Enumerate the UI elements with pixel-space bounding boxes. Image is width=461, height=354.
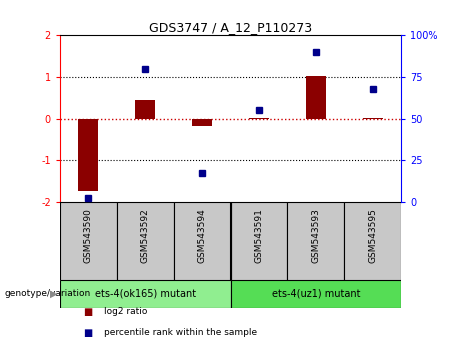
Text: percentile rank within the sample: percentile rank within the sample [104, 328, 257, 337]
Bar [60, 280, 230, 308]
Text: ■: ■ [83, 328, 92, 338]
Bar [117, 202, 174, 280]
Bar [363, 118, 383, 119]
Text: ■: ■ [83, 307, 92, 316]
Bar [306, 76, 326, 119]
Text: log2 ratio: log2 ratio [104, 307, 147, 316]
Bar [230, 202, 287, 280]
Bar [78, 119, 98, 192]
Title: GDS3747 / A_12_P110273: GDS3747 / A_12_P110273 [149, 21, 312, 34]
Bar [249, 118, 269, 119]
Bar [174, 202, 230, 280]
Text: GSM543591: GSM543591 [254, 208, 263, 263]
Text: GSM543595: GSM543595 [368, 208, 377, 263]
Text: ▶: ▶ [50, 289, 58, 299]
Text: GSM543590: GSM543590 [84, 208, 93, 263]
Bar [287, 202, 344, 280]
Text: GSM543594: GSM543594 [198, 208, 207, 263]
Bar [192, 119, 212, 126]
Text: genotype/variation: genotype/variation [5, 289, 91, 298]
Text: ets-4(ok165) mutant: ets-4(ok165) mutant [95, 289, 196, 299]
Bar [60, 202, 117, 280]
Bar [344, 202, 401, 280]
Bar [135, 100, 155, 119]
Bar [230, 280, 401, 308]
Text: GSM543593: GSM543593 [311, 208, 320, 263]
Text: GSM543592: GSM543592 [141, 208, 150, 263]
Text: ets-4(uz1) mutant: ets-4(uz1) mutant [272, 289, 360, 299]
